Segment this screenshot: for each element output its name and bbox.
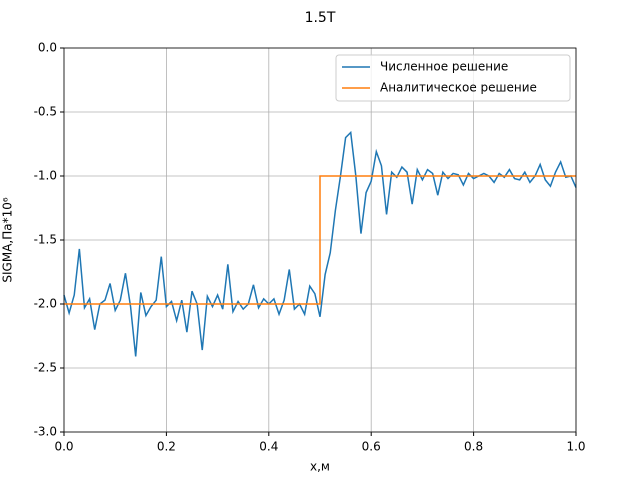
y-tick-label: -2.0 [34,297,57,311]
x-tick-label: 0.4 [259,440,278,454]
legend-box [335,54,571,102]
y-tick-label: -1.5 [34,233,57,247]
x-tick-label: 1.0 [566,440,585,454]
y-tick-label: -0.5 [34,105,57,119]
y-axis-label: SIGMA,Па*10⁶ [1,197,15,282]
plot-frame [63,47,577,433]
series-line [63,130,577,357]
x-tick-label: 0.6 [362,440,381,454]
legend-label: Численное решение [380,60,508,74]
y-tick-label: -2.5 [34,361,57,375]
y-tick-label: -3.0 [34,425,57,439]
chart-title: 1.5T [305,10,336,26]
legend-label: Аналитическое решение [380,81,537,95]
x-tick-label: 0.0 [54,440,73,454]
x-tick-label: 0.2 [157,440,176,454]
series-line [64,175,576,305]
x-tick-label: 0.8 [464,440,483,454]
x-axis-label: x,м [310,460,330,474]
y-tick-label: -1.0 [34,169,57,183]
y-tick-label: 0.0 [38,41,57,55]
